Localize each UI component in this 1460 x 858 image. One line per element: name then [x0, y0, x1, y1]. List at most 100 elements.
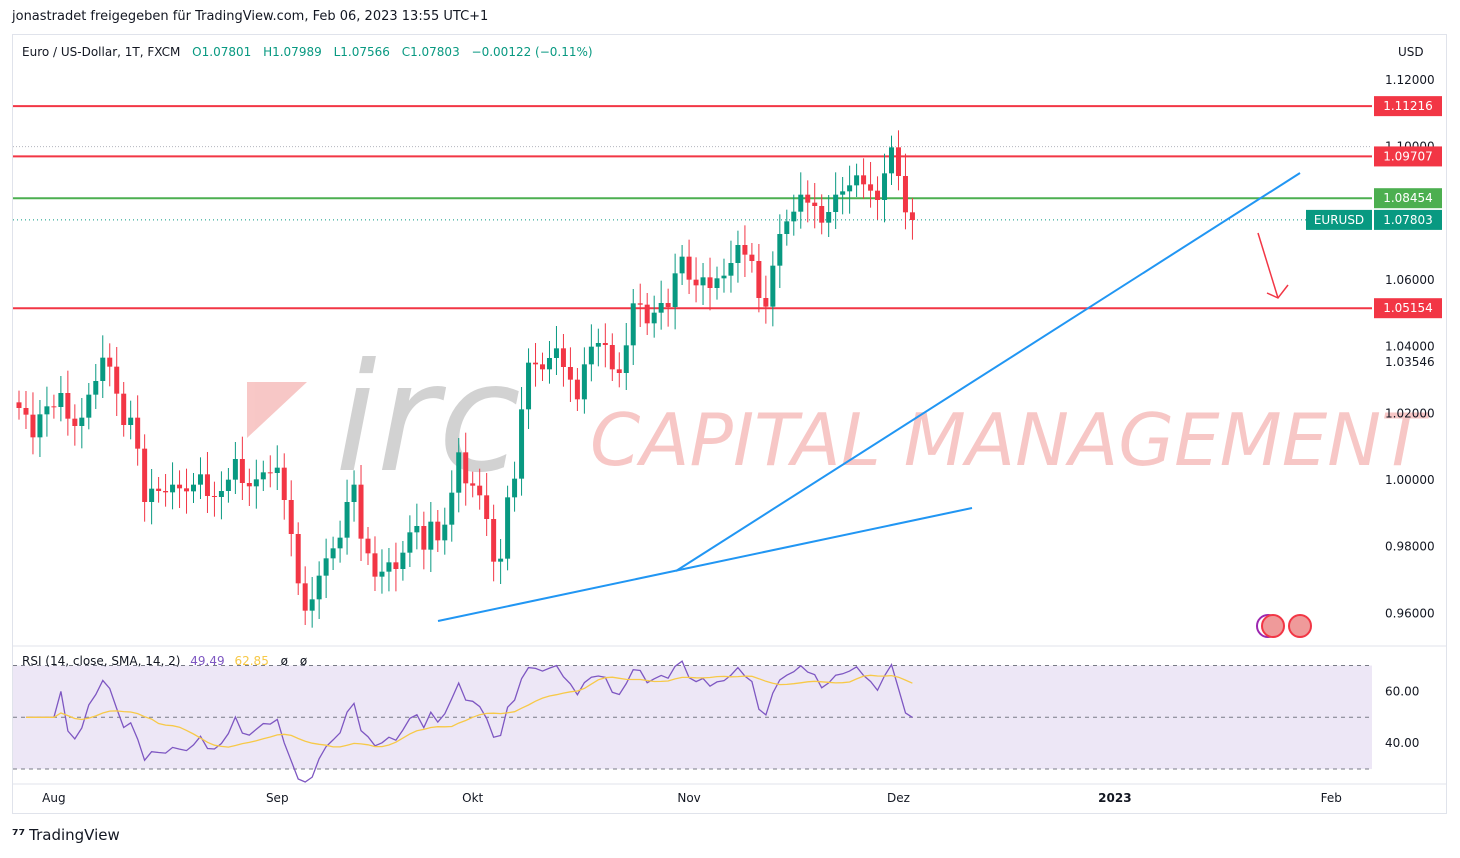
price-tick: 1.04000: [1385, 340, 1435, 354]
candle: [721, 258, 727, 293]
candle: [121, 382, 127, 437]
candle: [79, 398, 85, 449]
candle-body: [868, 184, 874, 191]
candle: [16, 390, 22, 420]
candle: [749, 243, 755, 273]
candle: [218, 471, 224, 520]
price-tick: 1.02000: [1385, 406, 1435, 420]
candle: [707, 257, 713, 311]
candle-body: [588, 346, 594, 365]
candle-body: [142, 448, 148, 502]
candle-body: [498, 558, 504, 562]
candle: [693, 257, 699, 303]
candle-body: [107, 357, 113, 367]
rsi-label[interactable]: RSI (14, close, SMA, 14, 2): [22, 654, 181, 668]
candle-body: [302, 583, 308, 611]
down-arrow-head: [1266, 284, 1289, 299]
trendline-lower: [437, 507, 973, 622]
candle: [358, 465, 364, 561]
last-price-label: 1.07803: [1383, 213, 1433, 227]
price-axis: USD1.120001.100001.060001.040001.035461.…: [1306, 45, 1442, 620]
candle-body: [875, 190, 881, 200]
candle-body: [435, 521, 441, 541]
candle: [100, 335, 106, 398]
candle: [295, 522, 301, 595]
candle: [393, 542, 399, 592]
candle: [623, 323, 629, 390]
level-price-badge: [1374, 188, 1442, 209]
candle-body: [505, 497, 511, 559]
symbol-name[interactable]: Euro / US-Dollar, 1T, FXCM: [22, 45, 181, 59]
candle: [616, 352, 622, 388]
candle-body: [679, 256, 685, 274]
candle-body: [323, 558, 329, 576]
candle-body: [204, 474, 210, 496]
tradingview-footer[interactable]: ⁷⁷ TradingView: [12, 826, 120, 844]
candle-body: [23, 408, 29, 415]
candle: [86, 383, 92, 430]
candle: [833, 172, 839, 229]
candles: [16, 130, 915, 628]
candle-body: [156, 488, 162, 491]
candle-body: [456, 452, 462, 493]
rsi-empty-2: ø: [299, 654, 308, 668]
candle: [567, 347, 573, 402]
candle-body: [79, 417, 85, 426]
candle: [239, 436, 245, 500]
candle-body: [707, 277, 713, 288]
watermark-logo-mark: [247, 382, 307, 438]
candle-body: [847, 185, 853, 192]
candle-body: [777, 234, 783, 266]
candle-body: [665, 303, 671, 307]
candle: [895, 130, 901, 191]
rsi-empty-1: ø: [280, 654, 288, 668]
rsi-tick: 40.00: [1385, 736, 1419, 750]
last-price-badge: [1374, 209, 1442, 230]
candle-body: [358, 484, 364, 539]
rsi-pane: 60.00 40.00: [13, 645, 1446, 783]
candle-body: [351, 484, 357, 502]
candle: [337, 520, 343, 563]
candle-body: [560, 348, 566, 367]
candle: [595, 328, 601, 367]
candle: [560, 334, 566, 387]
price-tick: 1.03546: [1385, 355, 1435, 369]
candle: [281, 453, 287, 520]
trendline-upper: [675, 172, 1301, 572]
candle-body: [533, 362, 539, 365]
candle: [211, 481, 217, 517]
candle: [253, 459, 259, 509]
candle: [484, 473, 490, 536]
candle-body: [519, 409, 525, 479]
candle-body: [100, 357, 106, 381]
candle: [44, 386, 50, 437]
symbol-legend[interactable]: Euro / US-Dollar, 1T, FXCM O1.07801 H1.0…: [22, 45, 593, 59]
candle-body: [344, 502, 350, 538]
watermark-text: CAPITAL MANAGEMENT: [590, 398, 1430, 482]
candle: [316, 561, 322, 619]
candle: [512, 461, 518, 512]
level-price-label: 1.11216: [1383, 99, 1433, 113]
level-price-label: 1.08454: [1383, 191, 1433, 205]
candle-body: [630, 303, 636, 346]
candle-body: [512, 478, 518, 498]
candle: [386, 548, 392, 592]
candle-body: [274, 467, 280, 473]
candle-body: [602, 343, 608, 345]
time-tick: Nov: [677, 791, 700, 805]
candle-body: [826, 212, 832, 223]
rsi-legend[interactable]: RSI (14, close, SMA, 14, 2) 49.49 62.85 …: [22, 654, 307, 668]
candle: [330, 536, 336, 570]
candle: [533, 343, 539, 387]
candle: [665, 288, 671, 327]
candle: [742, 225, 748, 277]
candle: [498, 539, 504, 584]
candle-body: [791, 211, 797, 222]
candle: [260, 460, 266, 491]
rsi-line: [26, 660, 913, 783]
rsi-sma-value: 62.85: [234, 654, 269, 668]
candle-body: [51, 406, 57, 408]
candle-body: [686, 256, 692, 280]
candle: [854, 163, 860, 197]
